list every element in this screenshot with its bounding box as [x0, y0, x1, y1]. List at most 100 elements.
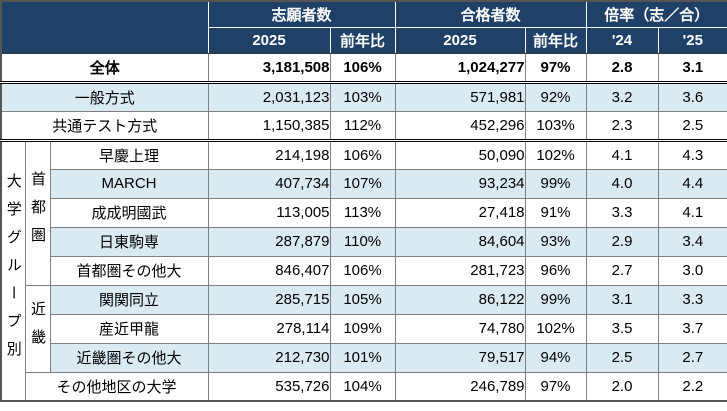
admitted-yoy-cell: 92% [524, 81, 587, 112]
admitted-yoy-cell: 102% [524, 139, 587, 170]
applicants-yoy-cell: 106% [329, 255, 396, 286]
header-ratio: 倍率（志／合） [585, 0, 727, 28]
group-axis-label: 大学グループ別 [0, 139, 26, 402]
row-label: 成成明國武 [49, 197, 209, 228]
admitted-yoy-cell: 97% [524, 52, 587, 84]
header-applicants: 志願者数 [207, 0, 396, 28]
table-body: 全体 3,181,508 106% 1,024,277 97% 2.8 3.1 … [0, 52, 727, 402]
ratio-24-cell: 4.1 [585, 139, 659, 170]
header-admitted-2025: 2025 [394, 26, 526, 54]
admitted-2025-cell: 74,780 [394, 313, 526, 344]
header-admitted: 合格者数 [394, 0, 587, 28]
table-row: 産近甲龍 278,114 109% 74,780 102% 3.5 3.7 [1, 313, 727, 344]
ratio-25-cell: 3.6 [657, 81, 727, 112]
header-admitted-yoy: 前年比 [524, 26, 587, 54]
header-applicants-2025: 2025 [207, 26, 331, 54]
ratio-25-cell: 3.7 [657, 313, 727, 344]
row-label: 近畿圏その他大 [49, 342, 209, 373]
row-label: 共通テスト方式 [0, 110, 209, 142]
table-row: その他地区の大学 535,726 104% 246,789 97% 2.0 2.… [1, 371, 727, 402]
ratio-24-cell: 4.0 [585, 168, 659, 199]
row-label: MARCH [49, 168, 209, 199]
ratio-24-cell: 2.3 [585, 110, 659, 142]
ratio-25-cell: 4.3 [657, 139, 727, 170]
admitted-yoy-cell: 99% [524, 168, 587, 199]
admitted-yoy-cell: 97% [524, 371, 587, 402]
row-label: 全体 [0, 52, 209, 84]
ratio-25-cell: 3.1 [657, 52, 727, 84]
applicants-2025-cell: 113,005 [207, 197, 331, 228]
row-label: 一般方式 [0, 81, 209, 112]
applicants-2025-cell: 407,734 [207, 168, 331, 199]
ratio-24-cell: 2.8 [585, 52, 659, 84]
admitted-2025-cell: 86,122 [394, 284, 526, 315]
ratio-25-cell: 3.3 [657, 284, 727, 315]
admitted-yoy-cell: 93% [524, 226, 587, 257]
header-applicants-yoy: 前年比 [329, 26, 396, 54]
header-ratio-24: '24 [585, 26, 659, 54]
applicants-yoy-cell: 106% [329, 52, 396, 84]
ratio-24-cell: 3.3 [585, 197, 659, 228]
admitted-yoy-cell: 94% [524, 342, 587, 373]
applicants-yoy-cell: 107% [329, 168, 396, 199]
applicants-2025-cell: 287,879 [207, 226, 331, 257]
applicants-yoy-cell: 109% [329, 313, 396, 344]
applicants-yoy-cell: 106% [329, 139, 396, 170]
ratio-24-cell: 3.1 [585, 284, 659, 315]
region-label-capital: 首都圏 [24, 139, 51, 286]
applicants-2025-cell: 278,114 [207, 313, 331, 344]
applicants-2025-cell: 285,715 [207, 284, 331, 315]
applicants-2025-cell: 2,031,123 [207, 81, 331, 112]
table-row: 共通テスト方式 1,150,385 112% 452,296 103% 2.3 … [0, 110, 727, 142]
ratio-25-cell: 4.4 [657, 168, 727, 199]
table-row: 首都圏その他大 846,407 106% 281,723 96% 2.7 3.0 [1, 255, 727, 286]
admitted-2025-cell: 84,604 [394, 226, 526, 257]
admitted-2025-cell: 571,981 [394, 81, 526, 112]
table-row: 近畿 関関同立 285,715 105% 86,122 99% 3.1 3.3 [1, 284, 727, 373]
ratio-24-cell: 3.2 [585, 81, 659, 112]
ratio-25-cell: 3.0 [657, 255, 727, 286]
admitted-yoy-cell: 102% [524, 313, 587, 344]
applicants-yoy-cell: 105% [329, 284, 396, 315]
applicants-2025-cell: 3,181,508 [207, 52, 331, 84]
admitted-2025-cell: 452,296 [394, 110, 526, 142]
applicants-yoy-cell: 104% [329, 371, 396, 402]
ratio-24-cell: 2.9 [585, 226, 659, 257]
applicants-yoy-cell: 113% [329, 197, 396, 228]
table-header: 志願者数 合格者数 倍率（志／合） 2025 前年比 2025 前年比 '24 … [1, 0, 727, 54]
ratio-24-cell: 2.0 [585, 371, 659, 402]
admitted-2025-cell: 1,024,277 [394, 52, 526, 84]
admitted-2025-cell: 50,090 [394, 139, 526, 170]
ratio-25-cell: 2.2 [657, 371, 727, 402]
table-row: 一般方式 2,031,123 103% 571,981 92% 3.2 3.6 [0, 81, 727, 112]
admitted-2025-cell: 27,418 [394, 197, 526, 228]
table-row: 近畿圏その他大 212,730 101% 79,517 94% 2.5 2.7 [1, 342, 727, 373]
admitted-2025-cell: 281,723 [394, 255, 526, 286]
row-label: その他地区の大学 [24, 371, 209, 402]
applicants-yoy-cell: 103% [329, 81, 396, 112]
admissions-table-container: 志願者数 合格者数 倍率（志／合） 2025 前年比 2025 前年比 '24 … [0, 0, 727, 402]
applicants-yoy-cell: 110% [329, 226, 396, 257]
admitted-yoy-cell: 103% [524, 110, 587, 142]
applicants-2025-cell: 535,726 [207, 371, 331, 402]
ratio-25-cell: 2.5 [657, 110, 727, 142]
row-label: 関関同立 [49, 284, 209, 315]
ratio-25-cell: 3.4 [657, 226, 727, 257]
admitted-yoy-cell: 91% [524, 197, 587, 228]
admitted-2025-cell: 93,234 [394, 168, 526, 199]
header-sub-row: 2025 前年比 2025 前年比 '24 '25 [1, 26, 727, 54]
ratio-24-cell: 3.5 [585, 313, 659, 344]
applicants-2025-cell: 1,150,385 [207, 110, 331, 142]
applicants-2025-cell: 212,730 [207, 342, 331, 373]
admitted-yoy-cell: 96% [524, 255, 587, 286]
applicants-yoy-cell: 101% [329, 342, 396, 373]
table-row: MARCH 407,734 107% 93,234 99% 4.0 4.4 [1, 168, 727, 199]
admitted-yoy-cell: 99% [524, 284, 587, 315]
ratio-24-cell: 2.5 [585, 342, 659, 373]
ratio-24-cell: 2.7 [585, 255, 659, 286]
ratio-25-cell: 4.1 [657, 197, 727, 228]
header-corner-cell [1, 1, 209, 54]
table-row-total: 全体 3,181,508 106% 1,024,277 97% 2.8 3.1 [0, 52, 727, 84]
row-label: 産近甲龍 [49, 313, 209, 344]
row-label: 日東駒専 [49, 226, 209, 257]
